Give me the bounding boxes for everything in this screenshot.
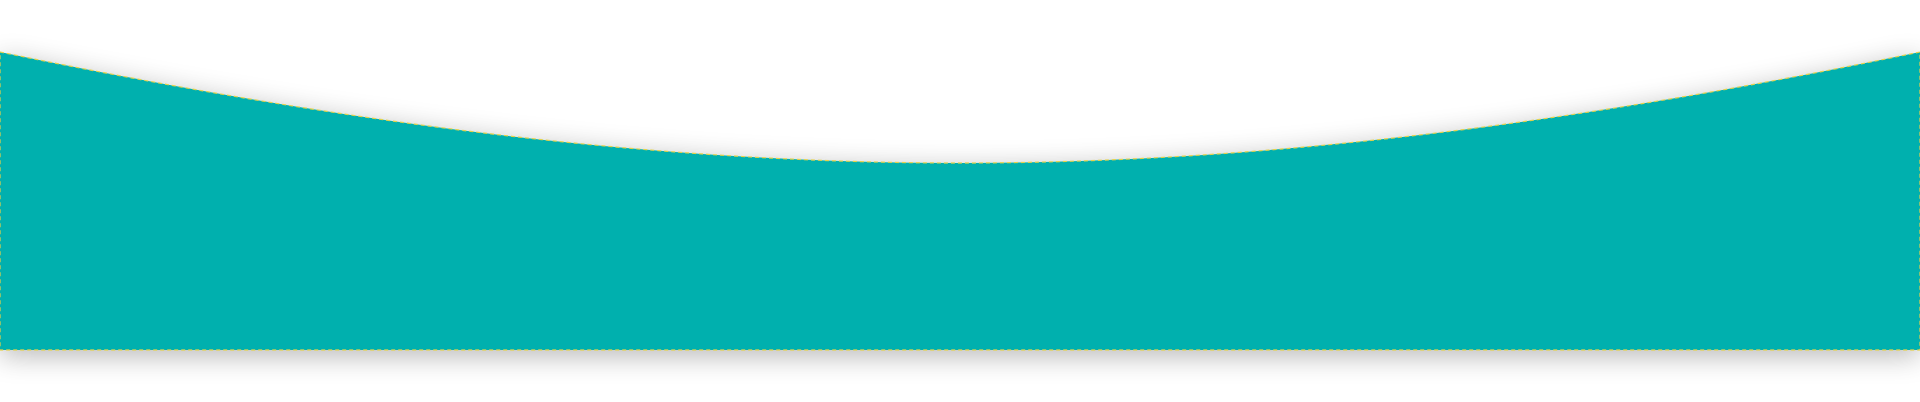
curved-banner-shape: [0, 52, 1920, 350]
dashed-outline: [0, 51, 1920, 351]
